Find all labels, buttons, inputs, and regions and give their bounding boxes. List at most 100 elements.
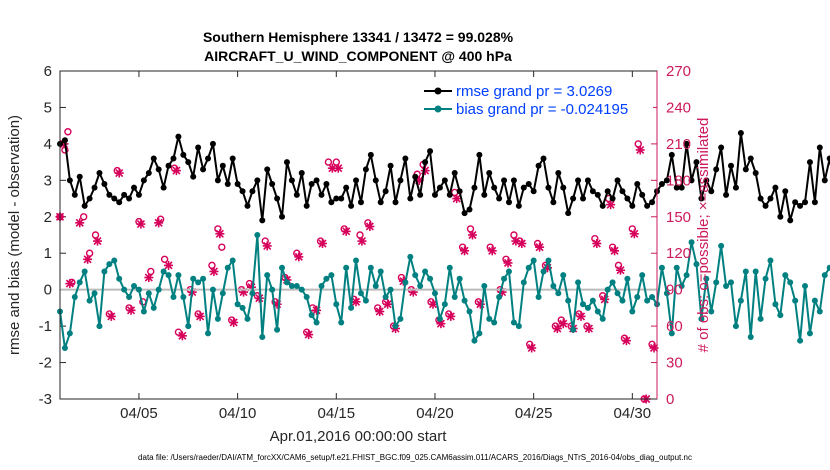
rmse-point [283, 159, 290, 166]
obs-assimilated-marker [229, 317, 239, 327]
rmse-point [412, 173, 419, 180]
rmse-point [195, 144, 202, 151]
x-tick-label: 04/05 [120, 405, 158, 422]
y-tick-label-right: 30 [666, 355, 683, 372]
rmse-point [811, 199, 818, 206]
bias-point [160, 268, 167, 275]
rmse-point [762, 202, 769, 209]
rmse-point [451, 170, 458, 177]
bias-point [777, 312, 784, 319]
rmse-point [269, 180, 276, 187]
bias-point [249, 290, 256, 297]
obs-assimilated-marker [375, 307, 385, 317]
obs-assimilated-marker [487, 246, 497, 256]
bias-point [200, 275, 207, 282]
bias-point [165, 272, 172, 279]
bias-point [481, 283, 488, 290]
bias-point [742, 268, 749, 275]
y-axis-label-right: # of obs: o=possible; ×=assimilated [695, 118, 712, 353]
rmse-point [797, 202, 804, 209]
legend: rmse grand pr = 3.0269 bias grand pr = -… [421, 80, 653, 122]
bias-point [584, 304, 591, 311]
bias-point [575, 279, 582, 286]
rmse-point [737, 129, 744, 136]
bias-point [190, 275, 197, 282]
bias-point [357, 290, 364, 297]
bias-point [501, 275, 508, 282]
rmse-point [535, 162, 542, 169]
bias-point [693, 261, 700, 268]
obs-assimilated-marker [629, 229, 639, 239]
rmse-point [560, 184, 567, 191]
bias-point [560, 272, 567, 279]
x-tick-label: 04/30 [614, 405, 652, 422]
bias-point [634, 293, 641, 300]
rmse-point [821, 177, 828, 184]
rmse-point [397, 177, 404, 184]
rmse-point [505, 199, 512, 206]
bias-point [308, 312, 315, 319]
rmse-point [313, 177, 320, 184]
bias-point [821, 272, 828, 279]
rmse-point [673, 184, 680, 191]
rmse-point [303, 202, 310, 209]
obs-assimilated-marker [75, 218, 85, 228]
rmse-point [496, 195, 503, 202]
rmse-point [155, 166, 162, 173]
bias-point [476, 330, 483, 337]
rmse-point [165, 162, 172, 169]
y-tick-labels-right: 0 30 60 90 120 150 180 210 240 270 [666, 63, 691, 408]
rmse-point [599, 202, 606, 209]
bias-point [279, 264, 286, 271]
rmse-point [333, 195, 340, 202]
bias-point [427, 275, 434, 282]
rmse-point [629, 202, 636, 209]
rmse-point [619, 188, 626, 195]
rmse-point [353, 177, 360, 184]
bias-point [106, 261, 113, 268]
obs-assimilated-marker [195, 311, 205, 321]
bias-point [703, 275, 710, 282]
bias-point [318, 283, 325, 290]
obs-assimilated-marker [114, 168, 124, 178]
rmse-point [747, 155, 754, 162]
rmse-point [214, 177, 221, 184]
rmse-point [767, 195, 774, 202]
y-tick-label-right: 120 [666, 245, 691, 262]
bias-series [57, 232, 830, 351]
rmse-point [728, 162, 735, 169]
bias-point [510, 319, 517, 326]
obs-assimilated-marker [503, 258, 513, 268]
y-tick-label-right: 60 [666, 318, 683, 335]
rmse-point [357, 199, 364, 206]
bias-point [550, 283, 557, 290]
rmse-point [209, 140, 216, 147]
bias-point [515, 323, 522, 330]
rmse-point [219, 162, 226, 169]
bias-point [456, 275, 463, 282]
rmse-point [604, 188, 611, 195]
rmse-point [658, 180, 665, 187]
obs-assimilated-marker [83, 254, 93, 264]
obs-assimilated-marker [171, 166, 181, 176]
rmse-point [200, 166, 207, 173]
bias-point [436, 315, 443, 322]
rmse-point [343, 184, 350, 191]
rmse-point [515, 202, 522, 209]
bias-point [150, 304, 157, 311]
bias-point [604, 286, 611, 293]
rmse-point [782, 188, 789, 195]
bias-point [826, 264, 830, 271]
bias-point [392, 323, 399, 330]
bias-point [441, 301, 448, 308]
bias-point [219, 290, 226, 297]
rmse-point [456, 188, 463, 195]
obs-assimilated-marker [517, 239, 527, 249]
rmse-point [293, 191, 300, 198]
rmse-point [318, 191, 325, 198]
bias-point [708, 308, 715, 315]
bias-point [402, 279, 409, 286]
bias-point [367, 264, 374, 271]
bias-point [486, 315, 493, 322]
bias-point [387, 286, 394, 293]
